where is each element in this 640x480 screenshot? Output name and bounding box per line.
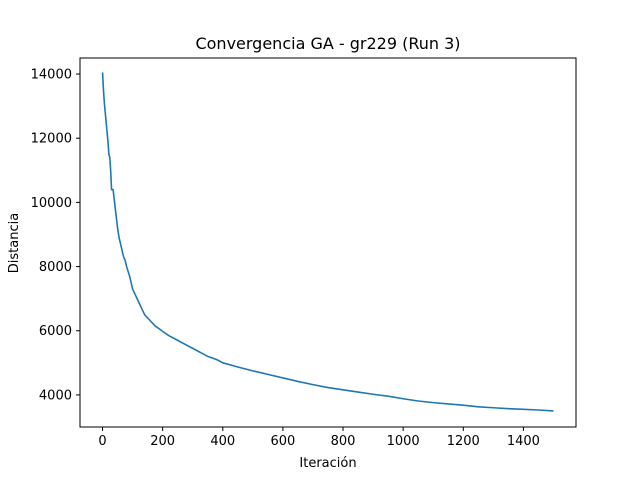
x-tick-label: 0	[98, 434, 106, 449]
series-line-0	[101, 72, 554, 412]
x-tick-label: 600	[270, 434, 295, 449]
y-axis: 4000 6000 8000 10000 12000 14000	[31, 68, 80, 403]
x-tick-label: 200	[150, 434, 175, 449]
x-tick-label: 1200	[447, 434, 480, 449]
y-tick-label: 10000	[31, 196, 72, 211]
plot-frame	[79, 57, 577, 428]
x-tick-label: 800	[331, 434, 356, 449]
y-axis-title: Distancia	[7, 213, 22, 273]
y-tick-label: 8000	[39, 260, 72, 275]
chart-title: Convergencia GA - gr229 (Run 3)	[195, 34, 460, 53]
y-tick-label: 6000	[39, 324, 72, 339]
plot-area	[101, 72, 554, 412]
y-tick-label: 4000	[39, 388, 72, 403]
y-tick-label: 12000	[31, 132, 72, 147]
y-tick-label: 14000	[31, 68, 72, 83]
x-tick-label: 400	[210, 434, 235, 449]
x-axis-title: Iteración	[299, 456, 356, 471]
x-axis: 0 200 400 600 800 1000 1200 1400	[98, 427, 540, 449]
x-tick-label: 1000	[387, 434, 420, 449]
x-tick-label: 1400	[507, 434, 540, 449]
